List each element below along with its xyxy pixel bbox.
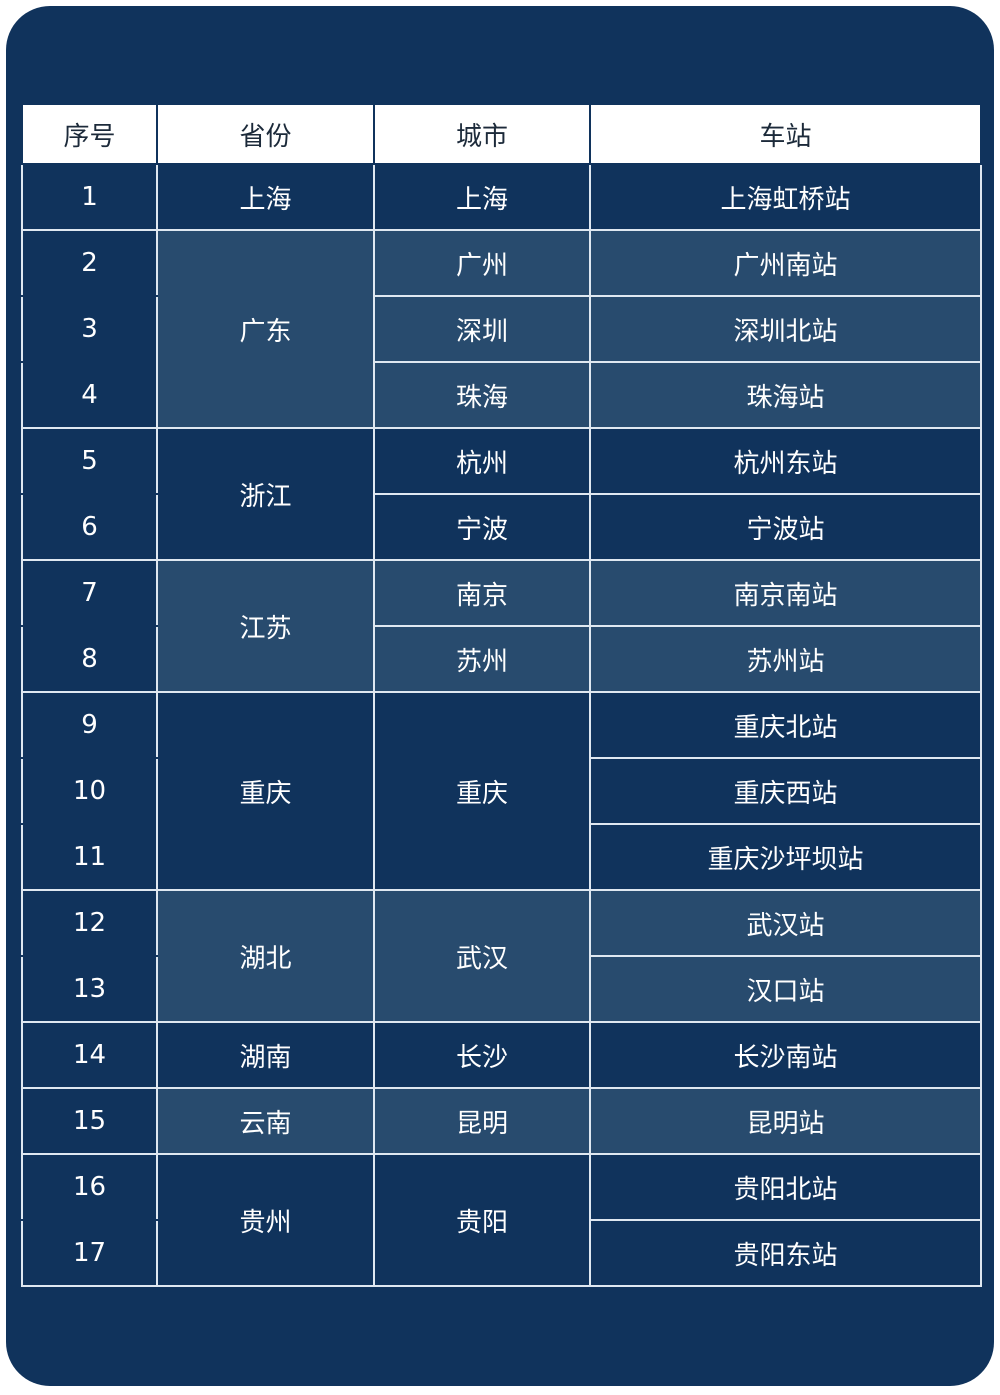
row-number: 5 [21, 427, 158, 495]
row-number: 6 [21, 493, 158, 561]
city-cell: 深圳 [373, 295, 591, 363]
row-number: 8 [21, 625, 158, 693]
station-cell: 重庆沙坪坝站 [589, 823, 982, 891]
row-number: 12 [21, 889, 158, 957]
province-cell: 浙江 [156, 427, 375, 561]
row-number: 7 [21, 559, 158, 627]
table-row: 15 云南 昆明 昆明站 [21, 1087, 982, 1155]
table-row: 9 重庆 重庆 重庆北站 [21, 691, 982, 891]
city-cell: 广州 [373, 229, 591, 297]
row-number: 16 [21, 1153, 158, 1221]
station-cell: 宁波站 [589, 493, 982, 561]
table-row: 2 广东 广州 广州南站 [21, 229, 982, 429]
station-table: 序号 省份 城市 车站 1 上海 上海 上海虹桥站 2 广东 广州 广州南站 3 深圳 深圳北站 4 珠… [21, 103, 982, 1287]
table-row: 10 重庆西站 [21, 757, 982, 825]
table-row: 3 深圳 深圳北站 [21, 295, 982, 363]
station-cell: 长沙南站 [589, 1021, 982, 1089]
row-number: 17 [21, 1219, 158, 1287]
city-cell: 重庆 [373, 691, 591, 891]
city-cell: 宁波 [373, 493, 591, 561]
city-cell: 武汉 [373, 889, 591, 1023]
table-row: 7 江苏 南京 南京南站 [21, 559, 982, 693]
station-cell: 南京南站 [589, 559, 982, 627]
province-cell: 湖北 [156, 889, 375, 1023]
header-row: 序号 省份 城市 车站 [21, 103, 982, 165]
station-cell: 上海虹桥站 [589, 163, 982, 231]
station-cell: 深圳北站 [589, 295, 982, 363]
table-row: 6 宁波 宁波站 [21, 493, 982, 561]
station-cell: 珠海站 [589, 361, 982, 429]
row-number: 4 [21, 361, 158, 429]
station-cell: 广州南站 [589, 229, 982, 297]
table-row: 5 浙江 杭州 杭州东站 [21, 427, 982, 561]
table-row: 11 重庆沙坪坝站 [21, 823, 982, 891]
table-row: 14 湖南 长沙 长沙南站 [21, 1021, 982, 1089]
table-row: 13 汉口站 [21, 955, 982, 1023]
header-number: 序号 [21, 103, 158, 165]
station-cell: 重庆北站 [589, 691, 982, 759]
station-cell: 昆明站 [589, 1087, 982, 1155]
row-number: 13 [21, 955, 158, 1023]
station-cell: 杭州东站 [589, 427, 982, 495]
row-number: 3 [21, 295, 158, 363]
city-cell: 昆明 [373, 1087, 591, 1155]
table-row: 1 上海 上海 上海虹桥站 [21, 163, 982, 231]
province-cell: 湖南 [156, 1021, 375, 1089]
row-number: 11 [21, 823, 158, 891]
header-province: 省份 [156, 103, 375, 165]
row-number: 15 [21, 1087, 158, 1155]
station-cell: 贵阳北站 [589, 1153, 982, 1221]
province-cell: 上海 [156, 163, 375, 231]
table-row: 8 苏州 苏州站 [21, 625, 982, 693]
row-number: 9 [21, 691, 158, 759]
city-cell: 杭州 [373, 427, 591, 495]
row-number: 10 [21, 757, 158, 825]
table-row: 16 贵州 贵阳 贵阳北站 [21, 1153, 982, 1287]
province-cell: 重庆 [156, 691, 375, 891]
header-city: 城市 [373, 103, 591, 165]
station-cell: 重庆西站 [589, 757, 982, 825]
city-cell: 珠海 [373, 361, 591, 429]
province-cell: 云南 [156, 1087, 375, 1155]
station-cell: 贵阳东站 [589, 1219, 982, 1287]
station-cell: 武汉站 [589, 889, 982, 957]
station-cell: 汉口站 [589, 955, 982, 1023]
city-cell: 南京 [373, 559, 591, 627]
city-cell: 长沙 [373, 1021, 591, 1089]
table-row: 17 贵阳东站 [21, 1219, 982, 1287]
row-number: 14 [21, 1021, 158, 1089]
city-cell: 贵阳 [373, 1153, 591, 1287]
province-cell: 贵州 [156, 1153, 375, 1287]
table-row: 12 湖北 武汉 武汉站 [21, 889, 982, 1023]
row-number: 1 [21, 163, 158, 231]
city-cell: 苏州 [373, 625, 591, 693]
station-cell: 苏州站 [589, 625, 982, 693]
row-number: 2 [21, 229, 158, 297]
city-cell: 上海 [373, 163, 591, 231]
header-station: 车站 [589, 103, 982, 165]
table-row: 4 珠海 珠海站 [21, 361, 982, 429]
province-cell: 广东 [156, 229, 375, 429]
province-cell: 江苏 [156, 559, 375, 693]
